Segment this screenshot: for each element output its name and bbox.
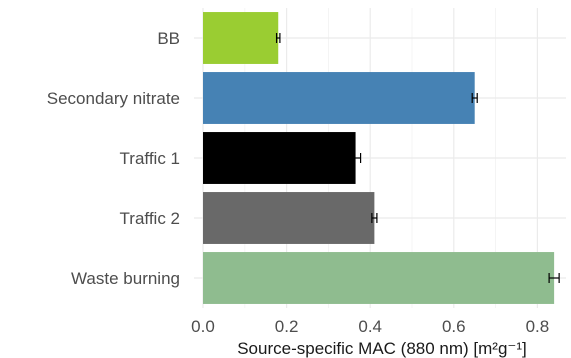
- y-tick-label: Traffic 1: [120, 149, 180, 168]
- x-tick-label: 0.4: [358, 317, 382, 336]
- error-bar: [471, 93, 478, 103]
- x-tick-labels: 0.0 0.2 0.4 0.6 0.8: [191, 317, 549, 336]
- x-tick-label: 0.8: [526, 317, 550, 336]
- error-bar: [371, 213, 378, 223]
- y-tick-label: BB: [157, 29, 180, 48]
- bar: [203, 132, 356, 184]
- error-bars: [275, 33, 560, 283]
- bar: [203, 72, 475, 124]
- bar: [203, 12, 279, 64]
- bar: [203, 252, 555, 304]
- bar: [203, 192, 375, 244]
- error-bar: [349, 153, 362, 163]
- error-bar: [275, 33, 281, 43]
- x-tick-label: 0.6: [442, 317, 466, 336]
- x-tick-label: 0.0: [191, 317, 215, 336]
- bars: [203, 12, 555, 304]
- error-bar: [548, 273, 560, 283]
- y-tick-label: Waste burning: [71, 269, 180, 288]
- x-axis-title: Source-specific MAC (880 nm) [m²g⁻¹]: [237, 339, 527, 358]
- x-tick-label: 0.2: [275, 317, 299, 336]
- y-tick-labels: BB Secondary nitrate Traffic 1 Traffic 2 Was…: [47, 29, 180, 288]
- y-tick-label: Traffic 2: [120, 209, 180, 228]
- y-tick-label: Secondary nitrate: [47, 89, 180, 108]
